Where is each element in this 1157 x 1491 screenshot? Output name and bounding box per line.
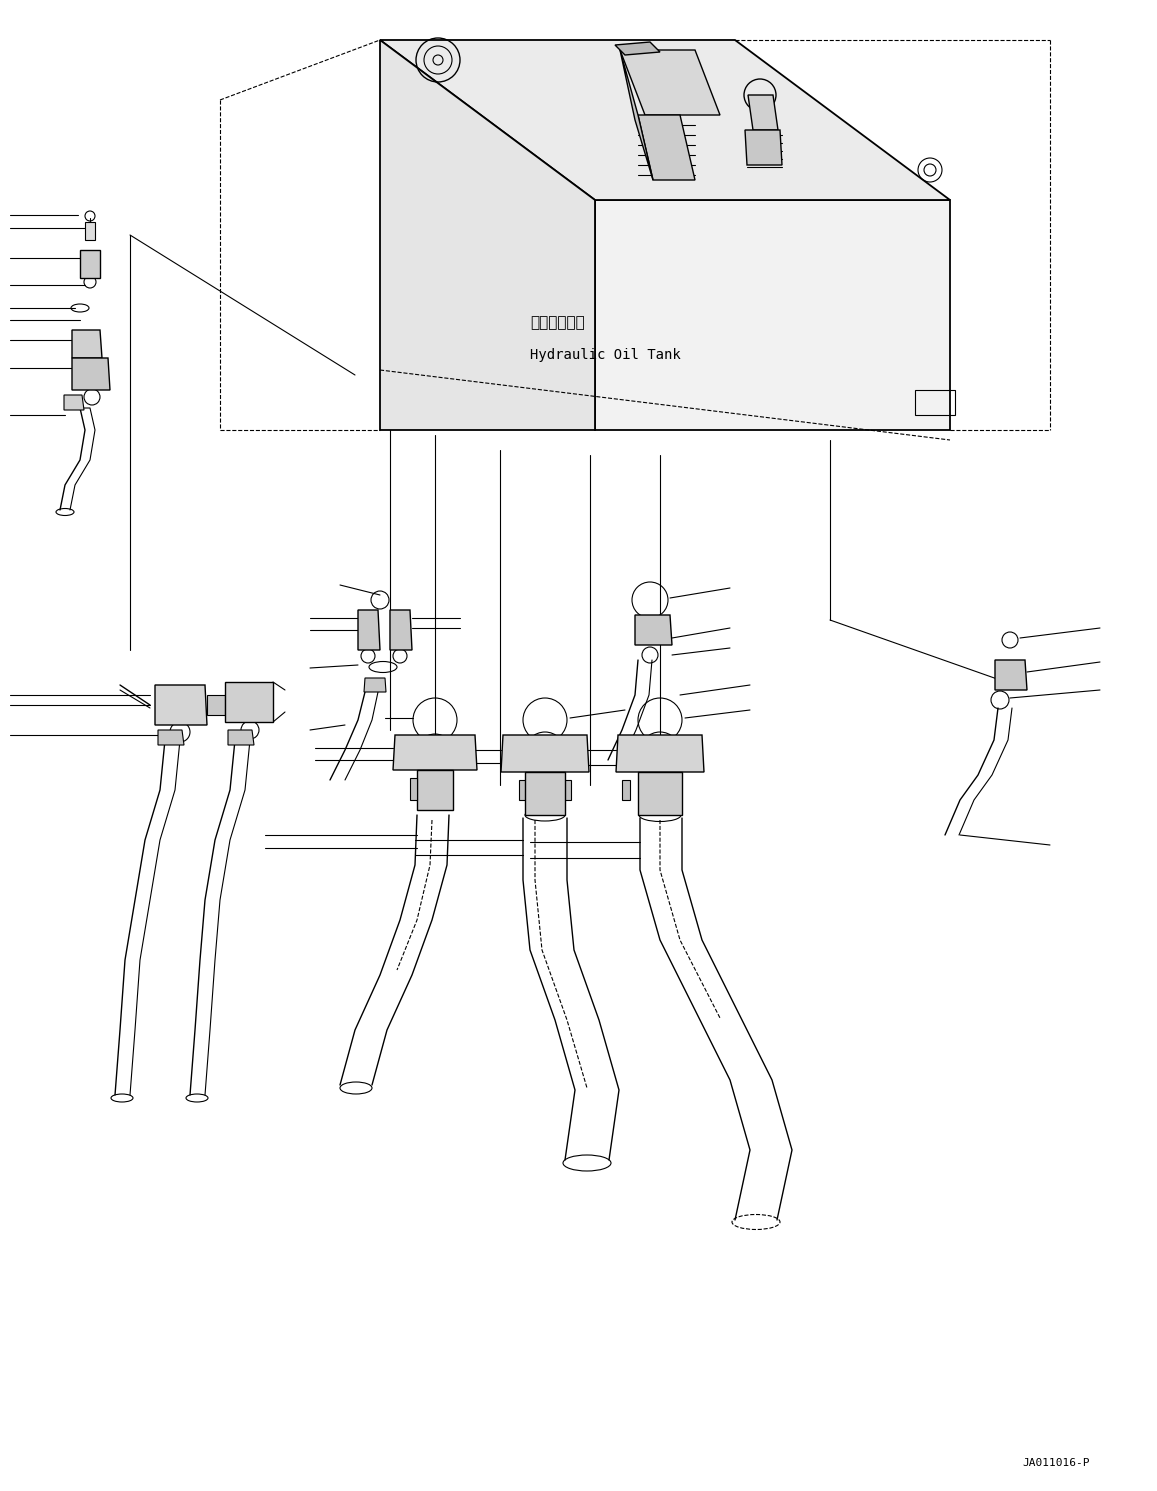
Polygon shape <box>64 395 84 410</box>
Polygon shape <box>155 684 207 725</box>
Text: JA011016-P: JA011016-P <box>1023 1458 1090 1469</box>
Polygon shape <box>620 51 653 180</box>
Polygon shape <box>390 610 412 650</box>
Polygon shape <box>525 772 565 816</box>
Polygon shape <box>417 769 454 810</box>
Polygon shape <box>501 735 589 772</box>
Polygon shape <box>80 250 100 277</box>
Polygon shape <box>622 780 631 801</box>
Polygon shape <box>207 695 224 716</box>
Polygon shape <box>379 40 950 200</box>
Polygon shape <box>670 780 678 801</box>
Polygon shape <box>616 735 703 772</box>
Polygon shape <box>638 772 681 816</box>
Bar <box>915 391 955 414</box>
Polygon shape <box>635 614 672 646</box>
Polygon shape <box>72 330 102 358</box>
Polygon shape <box>393 735 477 769</box>
Polygon shape <box>358 610 379 650</box>
Polygon shape <box>228 731 255 746</box>
Polygon shape <box>616 42 659 55</box>
Text: 作動油タンク: 作動油タンク <box>530 315 584 330</box>
Polygon shape <box>595 200 950 429</box>
Polygon shape <box>638 115 695 180</box>
Polygon shape <box>410 778 417 801</box>
Polygon shape <box>224 681 273 722</box>
Polygon shape <box>745 130 782 166</box>
Polygon shape <box>747 95 778 130</box>
Polygon shape <box>995 661 1027 690</box>
Polygon shape <box>563 780 572 801</box>
Polygon shape <box>379 40 595 429</box>
Polygon shape <box>159 731 184 746</box>
Polygon shape <box>72 358 110 391</box>
Polygon shape <box>364 678 386 692</box>
Polygon shape <box>519 780 526 801</box>
Polygon shape <box>84 222 95 240</box>
Text: Hydraulic Oil Tank: Hydraulic Oil Tank <box>530 347 680 362</box>
Polygon shape <box>620 51 720 115</box>
